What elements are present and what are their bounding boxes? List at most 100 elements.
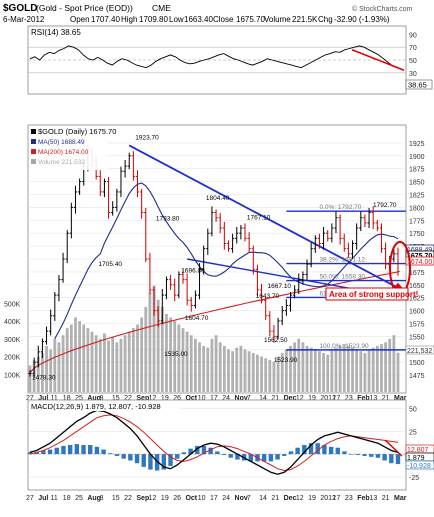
price-y-tick-label: 1675 (409, 270, 425, 277)
macd-hist-bar (74, 444, 80, 455)
volume-bar (272, 361, 276, 392)
volume-y-ticks: 100K 200K 300K 400K 500K (4, 301, 21, 379)
macd-x-tick-label: Oct (185, 495, 197, 502)
chart-symbol: $GOLD (3, 3, 37, 14)
macd-hist-bar (295, 447, 300, 455)
macd-hist-bar (54, 447, 59, 455)
volume-bar (189, 335, 193, 392)
low-label: Low (169, 15, 184, 24)
volume-tag-text: 221,532 (407, 348, 432, 355)
price-legend: $GOLD (Daily) 1675.70 MA(50) 1688.49 MA(20… (29, 126, 116, 170)
volume-bar (334, 347, 338, 392)
volume-bar (322, 352, 325, 392)
macd-hist-bar (322, 445, 327, 455)
macd-hist-bar (61, 445, 66, 455)
macd-tag-text: 12.807 (407, 447, 429, 454)
volume-bar (57, 342, 61, 392)
price-y-tick-label: 1550 (409, 334, 425, 341)
rsi-y-tick-label: 90 (409, 32, 417, 39)
price-x-tick-label: Feb (357, 395, 369, 402)
macd-x-tick-label: 21 (271, 495, 279, 502)
price-panel: 0.0%: 1792.70 38.2%: 1691.12 50.0%: 1658.3… (4, 124, 434, 402)
macd-hist-bar (88, 445, 93, 455)
rsi-value-tag-text: 38.65 (408, 81, 427, 90)
macd-x-tick-label: 26 (173, 495, 181, 502)
macd-x-tick-label: 24 (222, 495, 230, 502)
volume-bar (202, 345, 206, 392)
macd-y-tick-label: 25 (409, 429, 417, 436)
volume-bar (152, 285, 156, 392)
macd-lines (29, 409, 399, 475)
price-y-tick-label: 1500 (409, 360, 425, 367)
support-label-box (325, 287, 409, 301)
rsi-title-box (29, 27, 93, 37)
legend-swatch (31, 129, 36, 134)
volume-bar (396, 352, 400, 392)
volume-bar (280, 352, 284, 392)
macd-x-tick-label: 17 (333, 495, 341, 502)
macd-x-tick-label: 15 (112, 495, 120, 502)
price-y-tick-label: 1600 (409, 309, 425, 316)
macd-hist-bar (348, 454, 354, 455)
volume-bar (338, 345, 342, 392)
macd-hist-bar (34, 452, 39, 455)
volume-bar (36, 356, 40, 392)
rsi-value-tag (405, 79, 433, 90)
volume-y-tick-label: 400K (4, 319, 21, 326)
macd-signal-line (29, 414, 399, 472)
volume-bar (206, 347, 210, 392)
volume-bar (251, 352, 255, 392)
volume-bar (367, 349, 371, 392)
volume-bar (94, 335, 98, 392)
volume-bar (210, 338, 214, 392)
macd-hist-bar (302, 445, 307, 455)
volume-bar (119, 338, 123, 392)
volume-bar (111, 337, 115, 392)
macd-hist-bar (382, 454, 387, 461)
price-annotation: 1523.90 (274, 357, 298, 364)
macd-hist-bar (328, 446, 334, 455)
volume-tag-box (405, 345, 434, 355)
chg-label: Chg (318, 15, 333, 24)
macd-hist-bar (248, 454, 253, 462)
volume-bar (214, 335, 218, 392)
rsi-title: RSI(14) 38.65 (31, 28, 81, 37)
macd-x-tick-label: 19 (308, 495, 316, 502)
volume-y-tick-label: 100K (4, 372, 21, 379)
macd-red-trend (384, 439, 403, 457)
macd-hist-bar (141, 454, 146, 467)
macd-hist-bar (395, 454, 401, 465)
volume-bar (235, 347, 239, 392)
rsi-series (29, 45, 405, 71)
volume-bar (169, 317, 172, 392)
ma50-line (54, 182, 399, 339)
macd-x-tick-label: 7 (247, 495, 251, 502)
price-annotation: 1792.70 (373, 202, 397, 209)
price-annotation: 1535.00 (164, 351, 188, 358)
price-x-tick-label: 21 (382, 395, 390, 402)
macd-hist-bar (275, 454, 280, 460)
volume-y-tick-label: 300K (4, 337, 21, 344)
macd-x-tick-label: 19 (161, 495, 169, 502)
price-tag-text: 1674.00 (407, 259, 432, 266)
price-bars (28, 144, 400, 378)
volume-bar (293, 342, 297, 392)
price-x-tick-label: 18 (63, 395, 71, 402)
macd-hist-bar (375, 454, 381, 458)
volume-bar (45, 345, 48, 392)
price-y-tick-label: 1925 (409, 141, 425, 148)
volume-bar (131, 328, 135, 392)
volume-bar (384, 342, 387, 392)
macd-x-tick-label: 13 (369, 495, 377, 502)
volume-bar (256, 354, 259, 392)
macd-x-tick-label: 23 (345, 495, 353, 502)
rsi-y-tick-label: 70 (409, 45, 417, 52)
price-x-tick-label: 26 (173, 395, 181, 402)
macd-x-tick-label: 25 (75, 495, 83, 502)
macd-hist-bar (342, 451, 347, 455)
volume-bar (41, 352, 44, 392)
macd-y-tick-label: 50 (409, 407, 417, 414)
